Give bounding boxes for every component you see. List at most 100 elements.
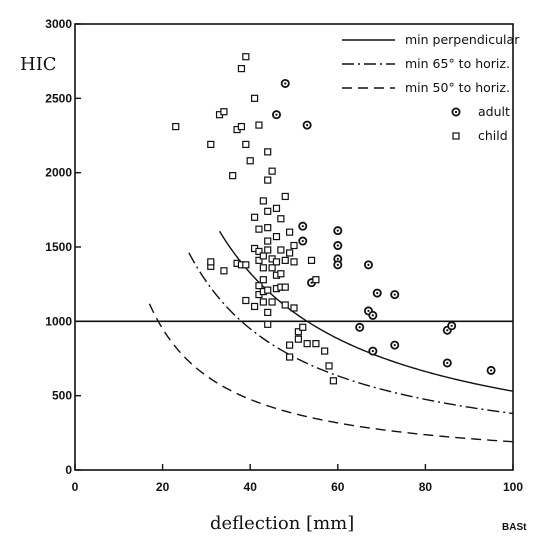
child-point: [321, 347, 329, 355]
curve-1: [188, 252, 514, 415]
child-point: [264, 207, 272, 215]
child-point: [255, 225, 263, 233]
legend-label: min 65° to horiz.: [405, 56, 510, 71]
child-point: [220, 267, 228, 275]
child-point: [246, 157, 254, 165]
child-point: [290, 258, 298, 266]
child-point: [259, 252, 267, 260]
child-point: [172, 122, 180, 131]
child-point: [255, 247, 263, 256]
child-point: [264, 246, 272, 254]
y-tick-label: 1500: [45, 240, 72, 254]
child-point: [272, 232, 281, 241]
x-tick-label: 20: [156, 480, 170, 494]
child-point: [325, 362, 333, 370]
child-point: [268, 298, 276, 306]
legend-label: child: [478, 128, 508, 143]
x-tick-label: 60: [331, 480, 345, 494]
x-tick-label: 0: [72, 480, 79, 494]
curves-group: [148, 230, 514, 443]
legend-marker-child: [452, 132, 460, 140]
child-point: [286, 353, 294, 361]
legend: min perpendicular min 65° to horiz. min 50…: [342, 32, 520, 143]
child-point: [281, 283, 289, 291]
child-point: [264, 224, 272, 232]
child-point: [207, 258, 215, 266]
child-point: [307, 256, 316, 264]
y-axis-title: HIC: [20, 54, 57, 75]
child-point: [259, 264, 267, 272]
child-point: [242, 261, 250, 269]
adult-point: [390, 340, 400, 350]
child-point: [272, 258, 281, 266]
y-tick-label: 3000: [45, 17, 72, 31]
adult-point: [368, 346, 378, 356]
adult-point: [271, 110, 281, 120]
adult-point: [333, 241, 343, 251]
child-point: [268, 167, 276, 175]
child-point: [277, 246, 285, 254]
child-point: [281, 192, 289, 201]
child-point: [329, 377, 338, 385]
child-point: [264, 320, 272, 328]
y-tick-label: 0: [65, 463, 72, 477]
x-tick-label: 40: [244, 480, 258, 494]
child-point: [264, 286, 272, 294]
child-point: [255, 256, 263, 264]
child-point: [255, 282, 263, 290]
adult-point: [280, 78, 290, 88]
adult-point: [333, 254, 343, 264]
adult-point: [298, 221, 308, 231]
adult-point: [302, 120, 312, 130]
points-group: [172, 53, 496, 385]
child-point: [294, 328, 302, 336]
x-tick-label: 80: [419, 480, 433, 494]
child-point: [242, 53, 250, 61]
child-point: [286, 249, 294, 257]
child-point: [286, 341, 294, 349]
legend-label: min 50° to horiz.: [405, 80, 510, 95]
child-point: [237, 64, 246, 73]
y-tick-label: 1000: [45, 314, 72, 328]
y-tick-label: 500: [52, 389, 72, 403]
child-point: [286, 228, 294, 236]
child-point: [255, 121, 263, 129]
x-tick-label: 100: [503, 480, 523, 494]
adult-point: [333, 260, 343, 270]
child-point: [237, 122, 246, 131]
child-point: [264, 176, 272, 184]
child-point: [272, 204, 281, 212]
legend-label: adult: [478, 104, 510, 119]
child-point: [259, 197, 267, 205]
child-point: [220, 108, 228, 116]
adult-point: [298, 236, 308, 246]
child-point: [312, 276, 320, 284]
adult-point: [333, 226, 343, 236]
child-point: [294, 335, 302, 343]
credit-label: BASt: [502, 522, 527, 533]
child-point: [259, 298, 267, 306]
child-point: [250, 302, 259, 311]
child-point: [290, 304, 298, 312]
child-point: [229, 172, 237, 180]
child-point: [312, 340, 320, 348]
child-point: [268, 264, 276, 272]
adult-point: [363, 260, 373, 270]
child-point: [264, 237, 272, 245]
child-point: [299, 323, 307, 331]
child-point: [250, 94, 259, 102]
adult-point: [390, 290, 400, 300]
child-point: [264, 148, 272, 156]
child-point: [290, 241, 298, 250]
child-point: [281, 301, 289, 309]
adult-point: [355, 322, 365, 332]
child-point: [277, 270, 285, 278]
child-point: [242, 296, 250, 305]
y-tick-label: 2500: [45, 91, 72, 105]
y-tick-label: 2000: [45, 166, 72, 180]
adult-point: [372, 288, 382, 298]
child-point: [242, 140, 250, 149]
child-point: [250, 213, 259, 221]
